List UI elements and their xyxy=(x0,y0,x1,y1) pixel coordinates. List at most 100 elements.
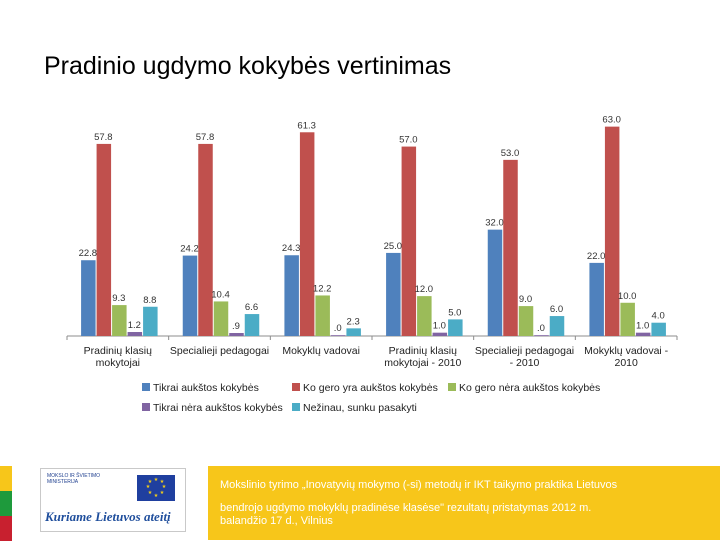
data-label: 22.0 xyxy=(587,251,606,262)
bar xyxy=(127,332,143,336)
data-label: 57.8 xyxy=(94,132,113,143)
data-label: 25.0 xyxy=(384,241,403,252)
bar xyxy=(143,306,158,336)
bar xyxy=(534,335,549,336)
flag-stripe-green xyxy=(0,491,12,516)
data-label: 10.4 xyxy=(211,289,230,300)
category-label: Specialieji pedagogai xyxy=(475,345,574,357)
bar xyxy=(244,314,260,336)
legend-swatch xyxy=(142,383,150,391)
category-label: Pradinių klasių xyxy=(84,345,152,357)
info-line-3: balandžio 17 d., Vilnius xyxy=(220,515,333,527)
logo-small-line-2: MINISTERIJA xyxy=(47,479,79,485)
bar xyxy=(299,132,315,336)
info-box: Mokslinio tyrimo „Inovatyvių mokymo (-si… xyxy=(208,466,720,540)
data-label: 9.0 xyxy=(519,294,532,305)
legend-label: Tikrai aukštos kokybės xyxy=(153,382,259,394)
bar xyxy=(315,295,330,336)
data-label: 1.2 xyxy=(128,320,141,331)
data-label: 22.8 xyxy=(79,248,98,259)
info-line-2: bendrojo ugdymo mokyklų pradinėse klasės… xyxy=(220,502,592,514)
bar xyxy=(112,305,127,336)
data-label: 6.6 xyxy=(245,302,258,313)
info-line-1: Mokslinio tyrimo „Inovatyvių mokymo (-si… xyxy=(220,479,618,491)
legend-label: Ko gero nėra aukštos kokybės xyxy=(459,382,600,394)
data-label: 57.8 xyxy=(196,132,215,143)
logo-slogan: Kuriame Lietuvos ateitį xyxy=(45,509,171,524)
category-label: Mokyklų vadovai xyxy=(282,345,360,357)
bar xyxy=(635,332,651,336)
legend-label: Tikrai nėra aukštos kokybės xyxy=(153,402,283,414)
bar xyxy=(448,319,463,336)
data-label: 4.0 xyxy=(652,311,665,322)
eu-flag-icon: ★ ★ ★ ★ ★ ★ ★ ★ xyxy=(137,475,175,501)
bar xyxy=(401,146,417,336)
bar xyxy=(198,143,213,336)
bar xyxy=(432,332,448,336)
data-label: 63.0 xyxy=(602,115,621,126)
bar xyxy=(346,328,361,336)
legend-swatch xyxy=(448,383,456,391)
svg-text:★: ★ xyxy=(148,479,153,485)
category-label: mokytojai xyxy=(96,357,140,369)
data-label: 2.3 xyxy=(347,316,360,327)
data-label: .0 xyxy=(537,323,545,334)
logo-small-line-1: MOKSLO IR ŠVIETIMO xyxy=(47,473,101,479)
logo-small-text: MOKSLO IR ŠVIETIMO MINISTERIJA xyxy=(47,473,100,485)
data-label: 24.3 xyxy=(282,243,301,254)
data-label: 10.0 xyxy=(618,291,637,302)
bar xyxy=(620,302,635,336)
category-label: Pradinių klasių xyxy=(389,345,457,357)
bar xyxy=(182,255,198,336)
data-label: 5.0 xyxy=(448,307,461,318)
legend-label: Nežinau, sunku pasakyti xyxy=(303,402,417,414)
category-label: Mokyklų vadovai - xyxy=(584,345,669,357)
flag-stripe-red xyxy=(0,516,12,541)
svg-text:★: ★ xyxy=(154,477,159,483)
data-label: .9 xyxy=(232,321,240,332)
flag-stripe-yellow xyxy=(0,466,12,491)
svg-text:★: ★ xyxy=(162,484,167,490)
data-label: 12.0 xyxy=(415,284,434,295)
legend-swatch xyxy=(292,403,300,411)
svg-text:★: ★ xyxy=(146,484,151,490)
bar xyxy=(81,260,96,336)
data-label: .0 xyxy=(334,323,342,334)
data-label: 32.0 xyxy=(485,218,504,229)
bar xyxy=(213,301,229,336)
bar xyxy=(330,335,346,336)
bar xyxy=(651,322,666,336)
bar xyxy=(589,262,604,336)
project-logo: MOKSLO IR ŠVIETIMO MINISTERIJA ★ ★ ★ ★ ★ ★ ★… xyxy=(40,468,186,532)
bar xyxy=(518,306,534,336)
bar xyxy=(96,143,112,336)
bar xyxy=(503,159,518,336)
data-label: 8.8 xyxy=(143,295,156,306)
legend-swatch xyxy=(292,383,300,391)
bar xyxy=(549,316,565,336)
data-label: 9.3 xyxy=(112,293,125,304)
svg-text:★: ★ xyxy=(148,490,153,496)
svg-text:★: ★ xyxy=(154,493,159,499)
bar xyxy=(386,252,401,336)
category-label: 2010 xyxy=(614,357,638,369)
category-label: Specialieji pedagogai xyxy=(170,345,269,357)
data-label: 57.0 xyxy=(399,135,418,146)
data-label: 24.2 xyxy=(180,244,199,255)
category-label: mokytojai - 2010 xyxy=(384,357,461,369)
svg-text:★: ★ xyxy=(160,479,165,485)
data-label: 1.0 xyxy=(636,321,649,332)
data-label: 1.0 xyxy=(433,321,446,332)
category-label: - 2010 xyxy=(510,357,540,369)
bar xyxy=(284,255,299,336)
bar xyxy=(229,333,244,336)
bar xyxy=(417,296,432,336)
data-label: 53.0 xyxy=(501,148,520,159)
bar xyxy=(487,229,503,336)
data-label: 61.3 xyxy=(297,120,316,131)
data-label: 12.2 xyxy=(313,283,332,294)
slide-title: Pradinio ugdymo kokybės vertinimas xyxy=(44,52,452,80)
svg-text:★: ★ xyxy=(160,490,165,496)
data-label: 6.0 xyxy=(550,304,563,315)
